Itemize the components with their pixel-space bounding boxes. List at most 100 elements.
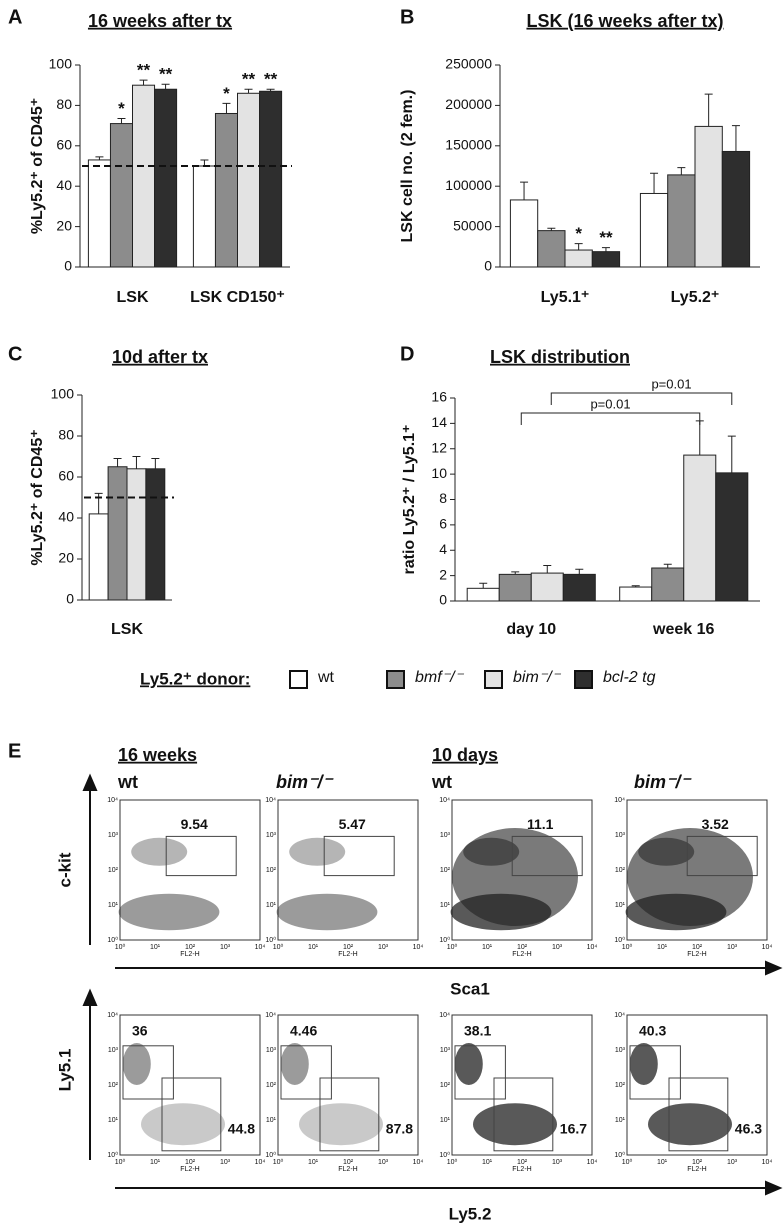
x-decade-label: 10¹ <box>150 944 161 951</box>
cell-cloud <box>299 1103 383 1146</box>
column-label: wt <box>117 772 138 792</box>
error-bar <box>132 456 141 469</box>
y-decade-label: 10² <box>266 1082 277 1089</box>
cell-cloud <box>141 1103 225 1146</box>
bar <box>259 90 283 268</box>
bar <box>498 573 532 602</box>
x-decade-label: 10³ <box>220 1159 231 1166</box>
y-axis-arrow <box>82 988 98 1160</box>
fl-axis-label: FL2-H <box>687 951 706 958</box>
error-bar <box>727 435 736 473</box>
bar <box>145 468 166 601</box>
legend-label: bmf⁻/⁻ <box>415 669 465 686</box>
legend-swatch <box>386 670 405 689</box>
x-decade-label: 10⁴ <box>255 1159 266 1166</box>
x-decade-label: 10² <box>185 1159 196 1166</box>
y-decade-label: 10³ <box>108 1047 119 1054</box>
x-decade-label: 10⁴ <box>413 1159 424 1166</box>
y-axis-label: LSK cell no. (2 fem.) <box>399 90 416 243</box>
panel-letter: E <box>8 740 21 762</box>
y-decade-label: 10¹ <box>266 902 277 909</box>
error-bar <box>601 247 610 252</box>
y-tick-label: 50000 <box>453 217 492 233</box>
y-decade-label: 10⁴ <box>265 1012 276 1019</box>
x-decade-label: 10⁰ <box>273 1158 284 1166</box>
cell-cloud <box>280 1043 309 1085</box>
y-decade-label: 10² <box>440 1082 451 1089</box>
x-decade-label: 10¹ <box>308 1159 319 1166</box>
y-tick-label: 0 <box>484 258 492 274</box>
x-tick-label: day 10 <box>506 621 556 638</box>
y-axis-label: ratio Ly5.2⁺ / Ly5.1⁺ <box>401 425 418 575</box>
bar <box>564 249 593 268</box>
legend-label: bcl-2 tg <box>603 669 656 686</box>
y-decade-label: 10⁰ <box>265 936 276 944</box>
legend-swatch <box>484 670 503 689</box>
fl-axis-label: FL2-H <box>512 951 531 958</box>
error-bar <box>200 159 209 166</box>
error-bar <box>704 93 713 127</box>
error-bar <box>695 420 704 456</box>
x-decade-label: 10¹ <box>482 944 493 951</box>
cell-cloud <box>473 1103 557 1146</box>
bar <box>619 586 653 602</box>
bar <box>562 573 596 602</box>
gate-value: 16.7 <box>560 1121 587 1137</box>
x-decade-label: 10¹ <box>657 944 668 951</box>
gate <box>668 1077 729 1152</box>
x-decade-label: 10⁰ <box>622 943 633 951</box>
legend-swatch <box>289 670 308 689</box>
bar <box>721 150 751 268</box>
significance-mark: * <box>575 224 582 243</box>
gate-value: 36 <box>132 1023 148 1039</box>
error-bar <box>575 568 584 575</box>
bracket-label: p=0.01 <box>651 376 691 391</box>
group-label: 16 weeks <box>118 745 197 765</box>
error-bar <box>479 582 488 589</box>
error-bar <box>574 243 583 251</box>
significance-mark: ** <box>242 70 256 89</box>
bar <box>87 159 111 268</box>
x-axis-arrow <box>115 960 783 976</box>
x-decade-label: 10² <box>343 944 354 951</box>
panel-letter: D <box>400 343 414 365</box>
bar <box>88 513 109 601</box>
x-axis-label: Ly5.2 <box>449 1204 492 1223</box>
chart-title: LSK distribution <box>490 347 630 367</box>
x-decade-label: 10³ <box>552 944 563 951</box>
y-tick-label: 150000 <box>445 137 492 153</box>
y-tick-label: 0 <box>64 258 72 274</box>
y-decade-label: 10⁴ <box>107 797 118 804</box>
error-bar <box>547 227 556 231</box>
significance-mark: ** <box>599 228 613 247</box>
error-bar <box>511 571 520 575</box>
y-decade-label: 10² <box>108 1082 119 1089</box>
bar <box>639 192 669 268</box>
significance-mark: * <box>223 84 230 103</box>
error-bar <box>139 79 148 86</box>
cell-cloud <box>648 1103 732 1146</box>
x-decade-label: 10² <box>517 944 528 951</box>
fl-axis-label: FL2-H <box>180 951 199 958</box>
error-bar <box>663 563 672 569</box>
y-tick-label: 4 <box>439 541 447 557</box>
x-decade-label: 10¹ <box>308 944 319 951</box>
error-bar <box>543 564 552 574</box>
y-decade-label: 10² <box>615 867 626 874</box>
y-decade-label: 10³ <box>266 1047 277 1054</box>
x-decade-label: 10⁰ <box>115 1158 126 1166</box>
y-axis-label: %Ly5.2⁺ of CD45⁺ <box>29 429 46 565</box>
x-axis-arrow <box>115 1180 783 1196</box>
fl-axis-label: FL2-H <box>180 1166 199 1173</box>
error-bar <box>161 83 170 90</box>
y-axis-label: %Ly5.2⁺ of CD45⁺ <box>29 98 46 234</box>
gate <box>629 1045 681 1100</box>
x-decade-label: 10⁰ <box>115 943 126 951</box>
y-decade-label: 10³ <box>615 1047 626 1054</box>
gate <box>161 1077 222 1152</box>
y-decade-label: 10³ <box>615 832 626 839</box>
y-decade-label: 10² <box>615 1082 626 1089</box>
column-label: wt <box>431 772 452 792</box>
gate-value: 4.46 <box>290 1023 317 1039</box>
error-bar <box>222 102 231 114</box>
